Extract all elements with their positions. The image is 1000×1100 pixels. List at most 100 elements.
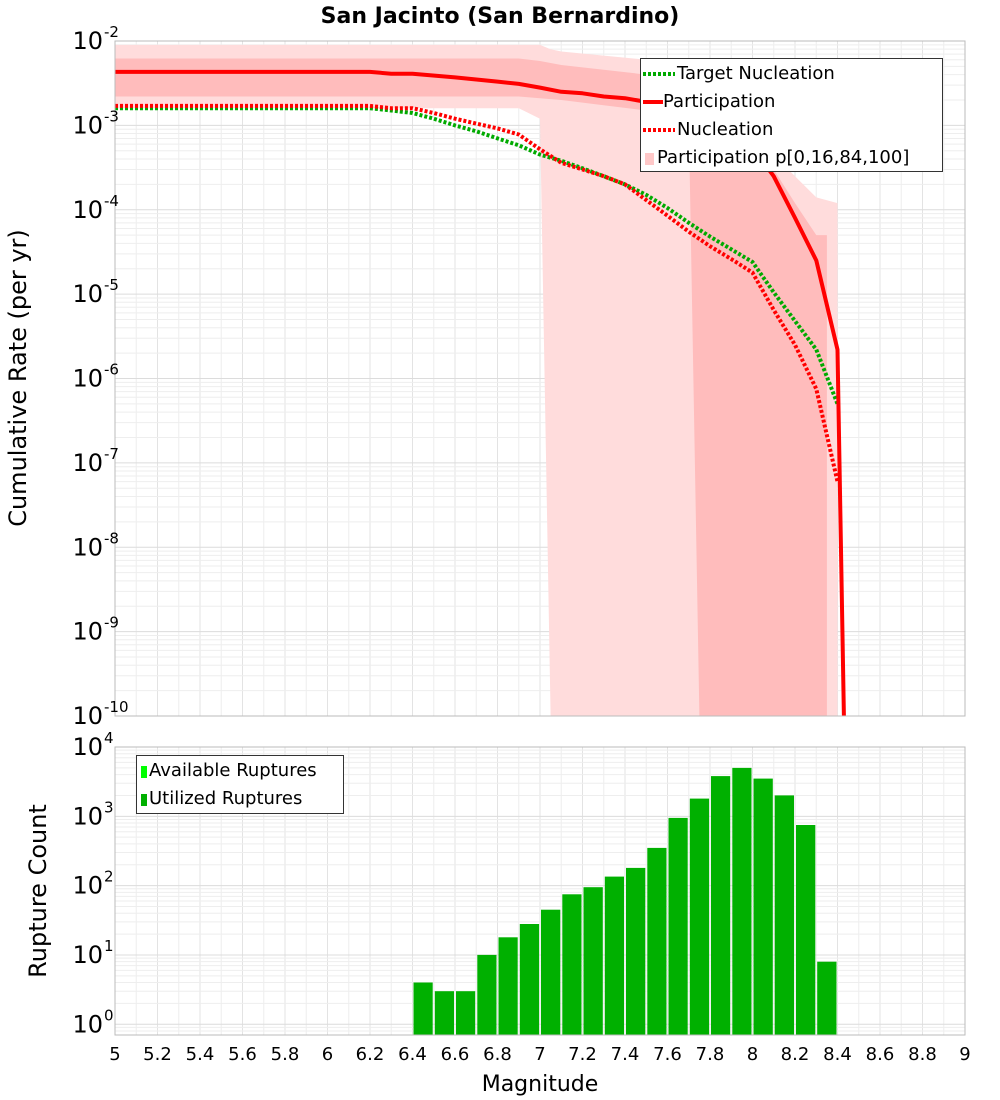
- x-tick-label: 8.2: [781, 1044, 810, 1065]
- y-tick-label: 10 1: [72, 937, 113, 969]
- bar-utilized-ruptures: [477, 954, 497, 1035]
- x-tick-label: 8.6: [866, 1044, 895, 1065]
- x-tick-label: 8.4: [823, 1044, 852, 1065]
- legend-swatch-participation-range: [645, 153, 654, 165]
- chart-title: San Jacinto (San Bernardino): [321, 4, 680, 29]
- x-tick-label: 6.6: [441, 1044, 470, 1065]
- legend-label-target-nucleation: Target Nucleation: [677, 63, 835, 84]
- legend-item-utilized-ruptures: Utilized Ruptures: [137, 785, 343, 813]
- rupture-count-bars: [413, 767, 837, 1035]
- y-tick-base: 10: [72, 618, 103, 646]
- x-axis-label: Magnitude: [482, 1072, 599, 1097]
- legend-swatch-utilized-ruptures: [141, 794, 147, 806]
- y-tick-exponent: 4: [104, 729, 114, 747]
- y-tick-base: 10: [72, 802, 103, 830]
- bar-utilized-ruptures: [456, 991, 476, 1035]
- bar-utilized-ruptures: [413, 982, 433, 1035]
- bar-utilized-ruptures: [753, 778, 773, 1035]
- x-tick-label: 5.2: [143, 1044, 172, 1065]
- rate-plot-frame: [114, 40, 966, 717]
- bar-utilized-ruptures: [668, 817, 688, 1035]
- y-tick-label: 10 -8: [72, 529, 119, 561]
- x-tick-label: 8.8: [908, 1044, 937, 1065]
- y-tick-label: 10 -6: [72, 361, 119, 393]
- legend-label-available-ruptures: Available Ruptures: [149, 760, 317, 781]
- y-tick-label: 10 -9: [72, 614, 119, 646]
- y-tick-exponent: 1: [104, 937, 114, 955]
- legend-label-nucleation: Nucleation: [677, 119, 774, 140]
- y-tick-label: 10 -2: [72, 23, 119, 55]
- y-tick-base: 10: [72, 27, 103, 55]
- x-tick-label: 5: [109, 1044, 120, 1065]
- bar-utilized-ruptures: [774, 795, 794, 1035]
- y-tick-label: 10 -5: [72, 276, 119, 308]
- rupture-count-plot-y-axis-label: Rupture Count: [24, 804, 52, 978]
- rupture-count-legend: Available Ruptures Utilized Ruptures: [136, 755, 344, 814]
- y-tick-base: 10: [72, 196, 103, 224]
- y-tick-exponent: -8: [104, 529, 119, 547]
- y-tick-label: 10 -3: [72, 107, 119, 139]
- x-tick-label: 8: [747, 1044, 758, 1065]
- rate-plot-bands: [115, 44, 838, 716]
- y-tick-exponent: -4: [104, 192, 119, 210]
- x-tick-label: 5.4: [186, 1044, 215, 1065]
- x-tick-label: 7.4: [611, 1044, 640, 1065]
- y-tick-exponent: 0: [104, 1006, 114, 1024]
- y-tick-base: 10: [72, 872, 103, 900]
- y-tick-base: 10: [72, 449, 103, 477]
- y-tick-label: 10 4: [72, 729, 113, 761]
- legend-swatch-nucleation: [643, 128, 675, 132]
- bar-utilized-ruptures: [796, 825, 816, 1035]
- rate-plot-lines: [115, 69, 846, 717]
- series-line-nucleation: [115, 103, 840, 483]
- legend-swatch-participation: [643, 100, 663, 104]
- legend-item-nucleation: Nucleation: [641, 116, 941, 144]
- y-tick-base: 10: [72, 365, 103, 393]
- y-tick-exponent: 2: [104, 868, 114, 886]
- y-tick-exponent: -9: [104, 614, 119, 632]
- x-tick-label: 6: [322, 1044, 333, 1065]
- x-tick-label: 7.2: [568, 1044, 597, 1065]
- y-tick-exponent: -7: [104, 445, 119, 463]
- bar-utilized-ruptures: [434, 991, 454, 1035]
- y-tick-base: 10: [72, 733, 103, 761]
- bar-utilized-ruptures: [711, 776, 731, 1035]
- x-tick-label: 7.8: [696, 1044, 725, 1065]
- y-tick-base: 10: [72, 111, 103, 139]
- y-tick-exponent: 3: [104, 798, 114, 816]
- rate-plot-legend: Target Nucleation Participation Nucleati…: [640, 58, 943, 172]
- y-tick-base: 10: [72, 533, 103, 561]
- x-tick-label: 7: [534, 1044, 545, 1065]
- y-tick-label: 10 2: [72, 868, 113, 900]
- legend-label-participation-range: Participation p[0,16,84,100]: [657, 147, 910, 168]
- bar-utilized-ruptures: [541, 909, 561, 1035]
- y-tick-base: 10: [72, 1010, 103, 1038]
- bar-utilized-ruptures: [562, 894, 582, 1035]
- y-tick-exponent: -2: [104, 23, 119, 41]
- legend-swatch-available-ruptures: [141, 766, 147, 778]
- bar-utilized-ruptures: [626, 867, 646, 1035]
- legend-item-participation-range: Participation p[0,16,84,100]: [641, 144, 941, 172]
- magnitude-x-ticks: 5 5.2 5.4 5.6 5.8 6 6.2 6.4 6.6 6.8 7 7.2 7.4 7.6 7.8 8…: [109, 1044, 970, 1065]
- y-tick-label: 10 0: [72, 1006, 113, 1038]
- y-tick-label: 10 -10: [72, 698, 128, 730]
- x-tick-label: 6.4: [398, 1044, 427, 1065]
- y-tick-base: 10: [72, 702, 103, 730]
- participation-band-inner: [115, 58, 827, 716]
- y-tick-label: 10 -7: [72, 445, 119, 477]
- bar-utilized-ruptures: [604, 876, 624, 1035]
- x-tick-label: 7.6: [653, 1044, 682, 1065]
- bar-utilized-ruptures: [817, 961, 837, 1035]
- x-tick-label: 5.8: [271, 1044, 300, 1065]
- series-line-participation: [115, 69, 846, 717]
- x-tick-label: 5.6: [228, 1044, 257, 1065]
- y-tick-exponent: -5: [104, 276, 119, 294]
- y-tick-base: 10: [72, 280, 103, 308]
- bar-utilized-ruptures: [583, 887, 603, 1035]
- y-tick-exponent: -10: [104, 698, 129, 716]
- legend-label-utilized-ruptures: Utilized Ruptures: [149, 788, 303, 809]
- y-tick-label: 10 -4: [72, 192, 119, 224]
- x-tick-label: 9: [959, 1044, 970, 1065]
- x-tick-label: 6.8: [483, 1044, 512, 1065]
